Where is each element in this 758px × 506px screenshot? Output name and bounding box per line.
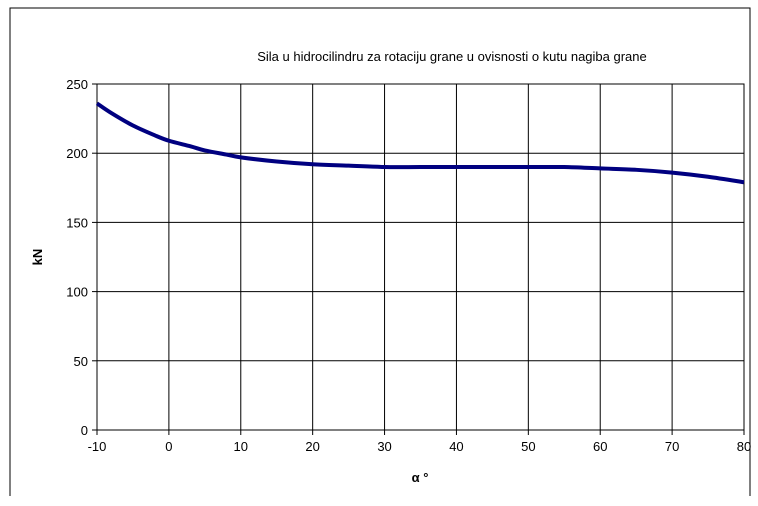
chart-frame — [9, 7, 751, 496]
y-axis-ticks: 0 50 100 150 200 250 — [66, 77, 97, 438]
x-tick-label: -10 — [88, 439, 107, 454]
series-line — [95, 101, 745, 185]
x-tick-label: 60 — [593, 439, 607, 454]
x-tick-label: 50 — [521, 439, 535, 454]
x-tick-label: 20 — [305, 439, 319, 454]
x-tick-label: 80 — [737, 439, 751, 454]
plot-area — [96, 83, 745, 431]
x-axis-ticks: -10 0 10 20 30 40 50 60 70 80 — [88, 430, 751, 454]
x-tick-label: 0 — [165, 439, 172, 454]
chart-title: Sila u hidrocilindru za rotaciju grane u… — [257, 49, 647, 64]
y-tick-label: 250 — [66, 77, 88, 92]
y-tick-label: 100 — [66, 285, 88, 300]
y-tick-label: 200 — [66, 146, 88, 161]
series-layer — [95, 101, 745, 185]
x-tick-label: 70 — [665, 439, 679, 454]
grid-lines — [97, 84, 744, 430]
y-tick-label: 50 — [74, 354, 88, 369]
x-axis-label: α ° — [412, 470, 429, 485]
x-tick-label: 40 — [449, 439, 463, 454]
x-tick-label: 10 — [234, 439, 248, 454]
x-tick-label: 30 — [377, 439, 391, 454]
y-tick-label: 0 — [81, 423, 88, 438]
y-tick-label: 150 — [66, 215, 88, 230]
y-axis-label: kN — [30, 249, 45, 266]
